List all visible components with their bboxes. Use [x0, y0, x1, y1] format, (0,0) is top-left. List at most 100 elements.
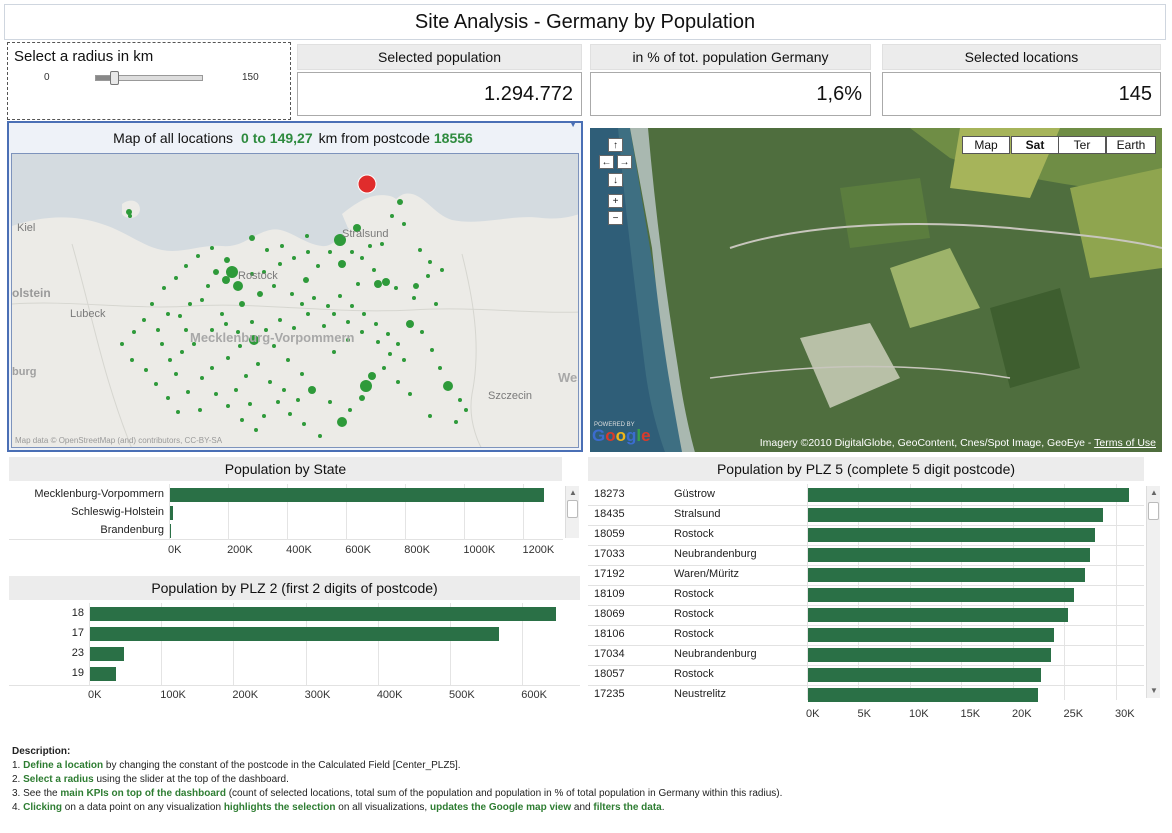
location-marker[interactable] — [268, 380, 272, 384]
plz5-city[interactable]: Rostock — [674, 628, 714, 640]
location-marker[interactable] — [128, 214, 132, 218]
bar-category-label[interactable]: Mecklenburg-Vorpommern — [34, 488, 164, 500]
location-marker[interactable] — [186, 390, 190, 394]
location-marker[interactable] — [406, 320, 414, 328]
location-marker[interactable] — [210, 328, 214, 332]
location-marker[interactable] — [368, 372, 376, 380]
location-marker[interactable] — [396, 342, 400, 346]
bar[interactable] — [90, 647, 124, 661]
location-marker[interactable] — [276, 400, 280, 404]
plz5-code[interactable]: 18106 — [594, 628, 625, 640]
location-marker[interactable] — [248, 402, 252, 406]
location-marker[interactable] — [305, 234, 309, 238]
location-marker[interactable] — [334, 234, 346, 246]
location-marker[interactable] — [322, 324, 326, 328]
scroll-up-icon[interactable]: ▲ — [1150, 487, 1158, 497]
location-marker[interactable] — [318, 434, 322, 438]
location-marker[interactable] — [360, 380, 372, 392]
location-marker[interactable] — [166, 396, 170, 400]
pan-down-icon[interactable]: ↓ — [608, 173, 623, 187]
location-marker[interactable] — [180, 350, 184, 354]
plz5-city[interactable]: Rostock — [674, 588, 714, 600]
plz5-city[interactable]: Güstrow — [674, 488, 715, 500]
plz5-chart-scrollbar[interactable]: ▲ ▼ — [1146, 486, 1160, 698]
location-marker[interactable] — [226, 356, 230, 360]
location-marker[interactable] — [210, 366, 214, 370]
location-markers[interactable] — [120, 199, 468, 438]
location-marker[interactable] — [382, 278, 390, 286]
location-marker[interactable] — [130, 358, 134, 362]
location-marker[interactable] — [222, 276, 230, 284]
location-marker[interactable] — [296, 398, 300, 402]
location-marker[interactable] — [360, 330, 364, 334]
radius-slider-thumb[interactable] — [110, 71, 120, 85]
location-marker[interactable] — [156, 328, 160, 332]
location-marker[interactable] — [464, 408, 468, 412]
location-marker[interactable] — [126, 209, 132, 215]
location-marker[interactable] — [360, 256, 364, 260]
location-marker[interactable] — [236, 330, 240, 334]
location-marker[interactable] — [288, 412, 292, 416]
location-marker[interactable] — [376, 340, 380, 344]
location-marker[interactable] — [234, 388, 238, 392]
map-canvas[interactable] — [12, 154, 579, 448]
zoom-out-icon[interactable]: − — [608, 211, 623, 225]
bar-category-label[interactable]: 23 — [71, 647, 84, 659]
location-marker[interactable] — [374, 280, 382, 288]
location-marker[interactable] — [286, 358, 290, 362]
location-marker[interactable] — [300, 302, 304, 306]
plz5-code[interactable]: 18069 — [594, 608, 625, 620]
location-marker[interactable] — [192, 342, 196, 346]
location-marker[interactable] — [368, 244, 372, 248]
location-marker[interactable] — [438, 366, 442, 370]
location-marker[interactable] — [434, 302, 438, 306]
location-marker[interactable] — [254, 428, 258, 432]
plz5-city[interactable]: Waren/Müritz — [674, 568, 739, 580]
location-marker[interactable] — [162, 286, 166, 290]
bar[interactable] — [808, 608, 1068, 622]
location-marker[interactable] — [380, 242, 384, 246]
location-marker[interactable] — [262, 270, 266, 274]
location-marker[interactable] — [278, 262, 282, 266]
location-marker[interactable] — [332, 350, 336, 354]
bar[interactable] — [170, 506, 173, 520]
bar[interactable] — [808, 528, 1096, 542]
location-marker[interactable] — [346, 338, 350, 342]
location-marker[interactable] — [198, 408, 202, 412]
plz5-code[interactable]: 18059 — [594, 528, 625, 540]
location-marker[interactable] — [338, 294, 342, 298]
location-marker[interactable] — [396, 380, 400, 384]
location-marker[interactable] — [337, 417, 347, 427]
plz5-code[interactable]: 18435 — [594, 508, 625, 520]
maptype-sat-button[interactable]: Sat — [1011, 136, 1059, 154]
plz5-code[interactable]: 17033 — [594, 548, 625, 560]
location-marker[interactable] — [144, 368, 148, 372]
location-marker[interactable] — [328, 250, 332, 254]
plz5-city[interactable]: Rostock — [674, 668, 714, 680]
location-marker[interactable] — [150, 302, 154, 306]
plz5-city[interactable]: Neubrandenburg — [674, 548, 757, 560]
location-marker[interactable] — [272, 284, 276, 288]
bar[interactable] — [808, 488, 1130, 502]
location-marker[interactable] — [300, 372, 304, 376]
location-marker[interactable] — [132, 330, 136, 334]
bar[interactable] — [808, 668, 1041, 682]
maptype-earth-button[interactable]: Earth — [1106, 136, 1156, 154]
plz5-city[interactable]: Stralsund — [674, 508, 721, 520]
location-marker[interactable] — [359, 395, 365, 401]
location-marker[interactable] — [402, 358, 406, 362]
bar[interactable] — [808, 588, 1074, 602]
location-marker[interactable] — [390, 214, 394, 218]
location-marker[interactable] — [238, 344, 242, 348]
location-marker[interactable] — [303, 277, 309, 283]
bar[interactable] — [90, 667, 116, 681]
location-marker[interactable] — [160, 342, 164, 346]
pan-left-icon[interactable]: ← — [599, 155, 614, 169]
scroll-down-icon[interactable]: ▼ — [1150, 685, 1158, 695]
location-marker[interactable] — [346, 320, 350, 324]
location-marker[interactable] — [306, 312, 310, 316]
location-marker[interactable] — [302, 422, 306, 426]
location-marker[interactable] — [397, 199, 403, 205]
location-marker[interactable] — [206, 284, 210, 288]
location-marker[interactable] — [388, 352, 392, 356]
